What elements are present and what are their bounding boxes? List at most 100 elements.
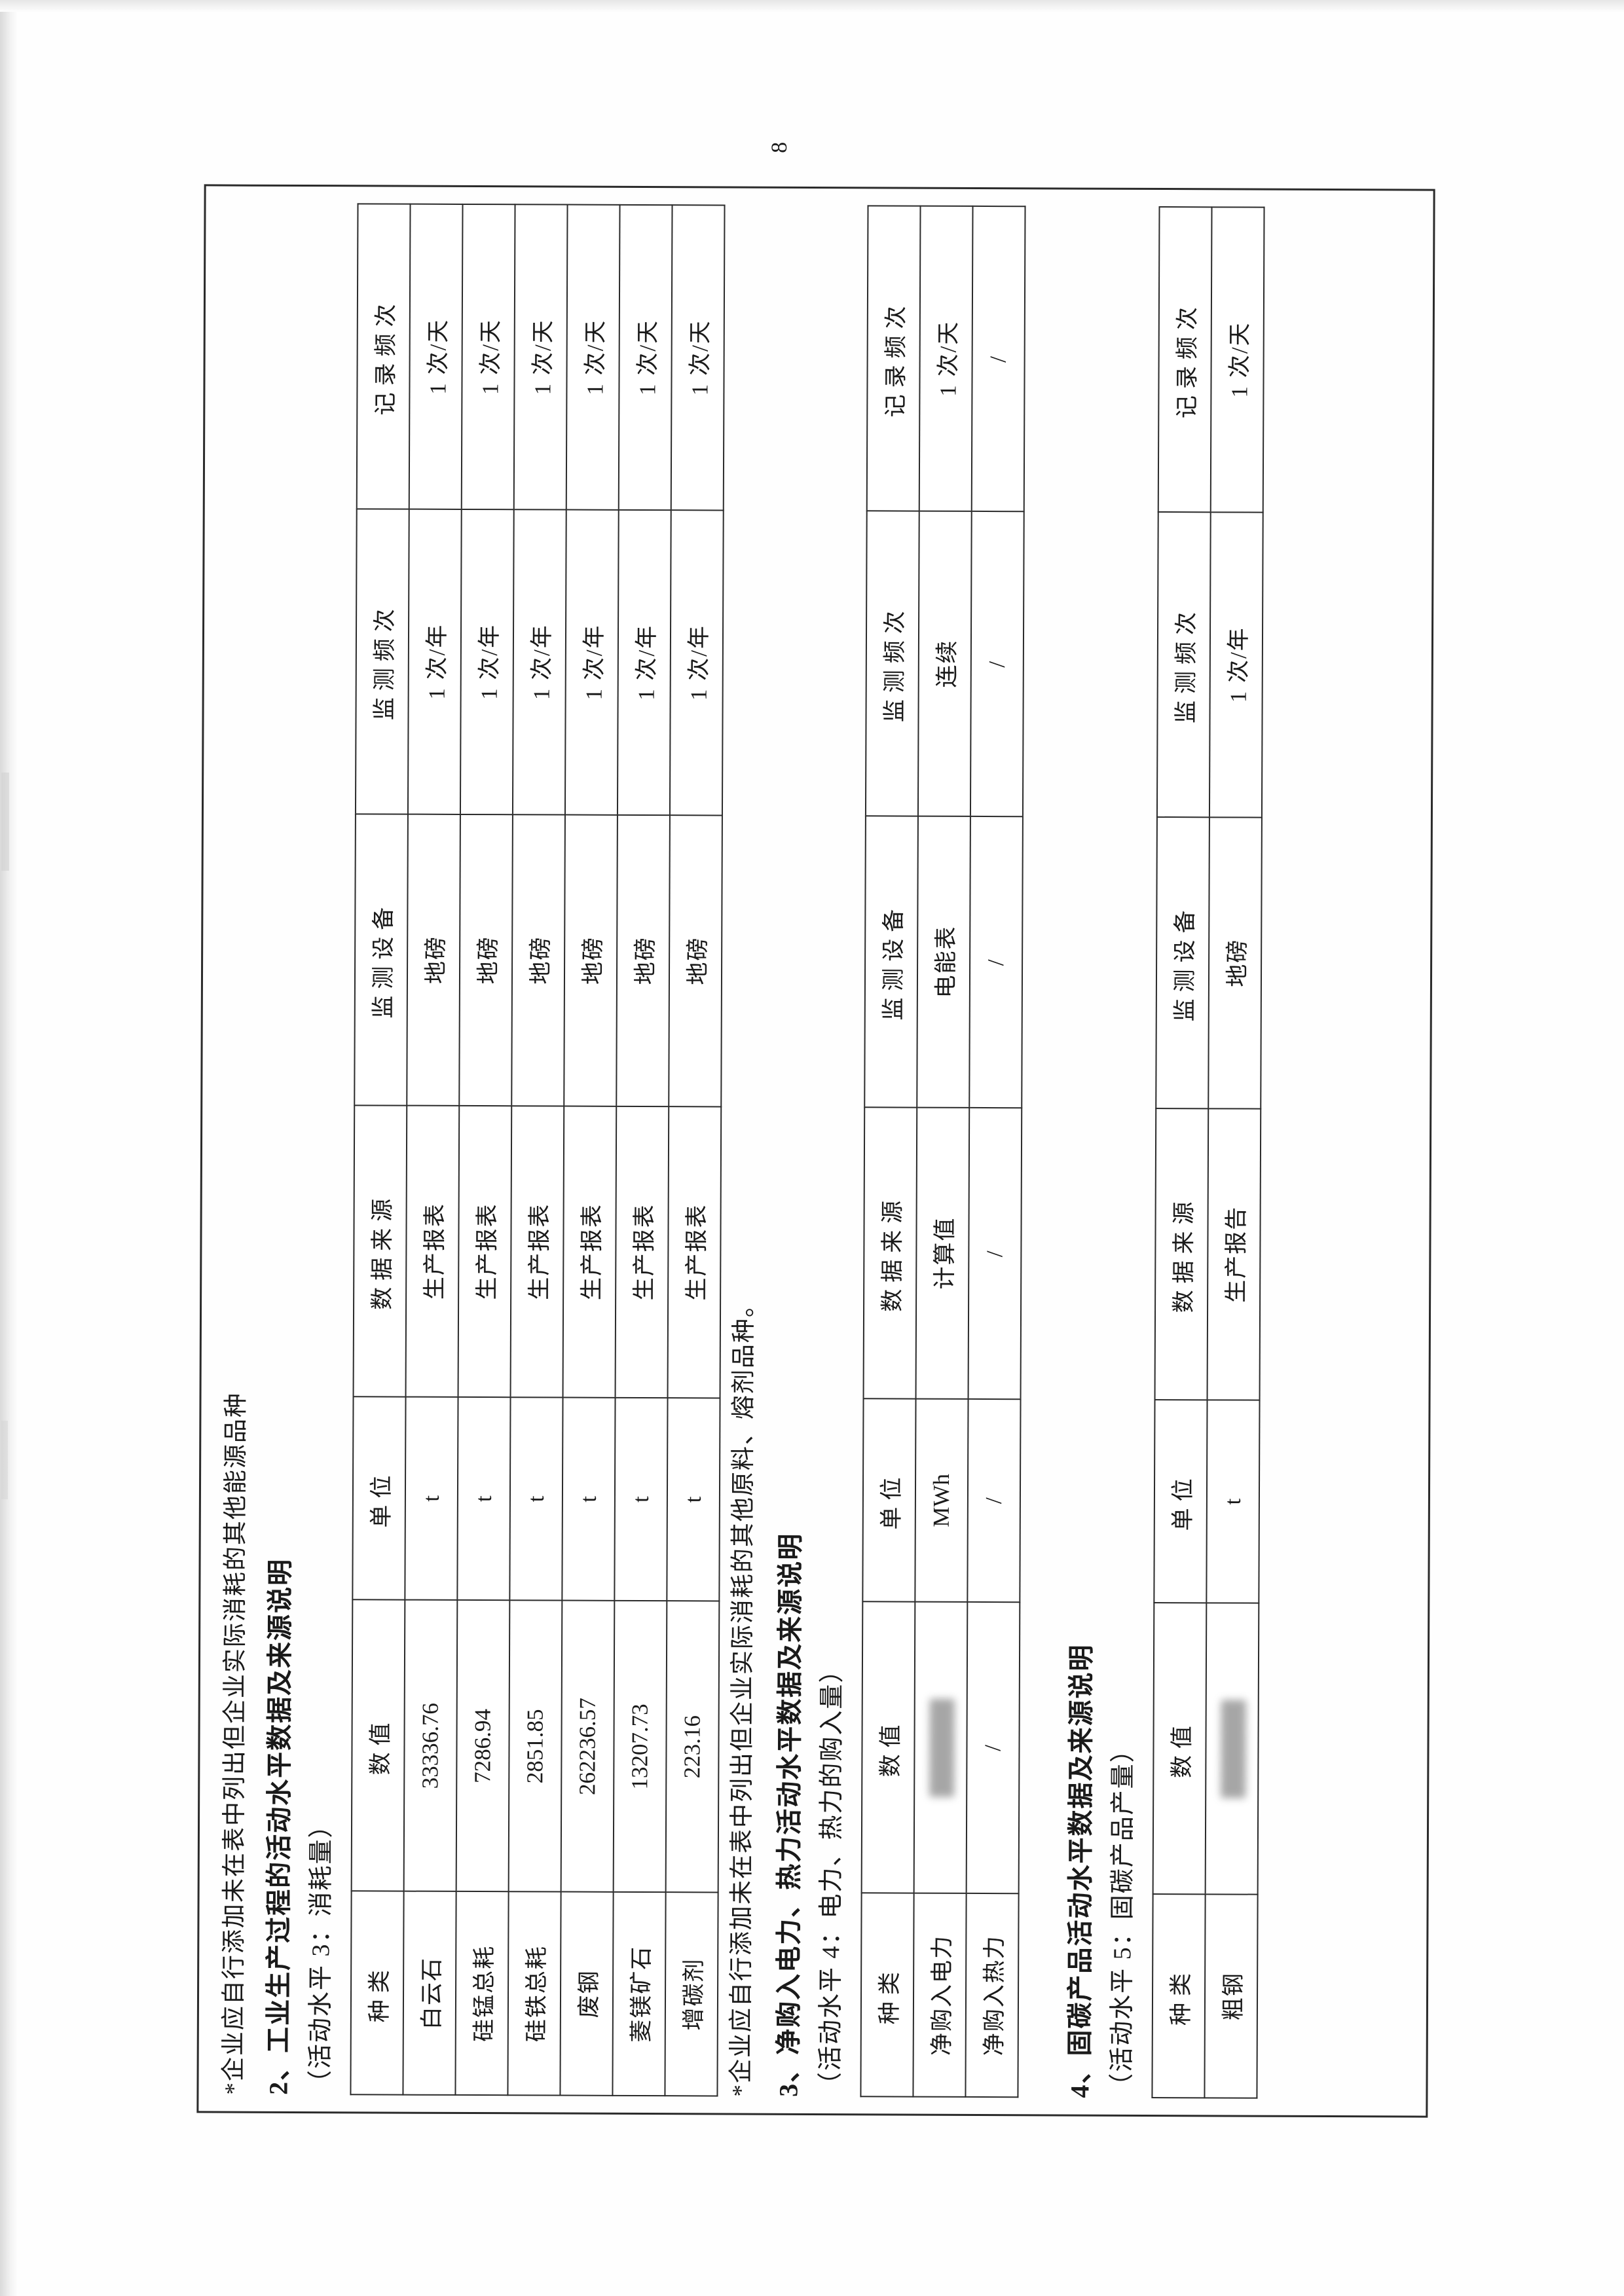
table-header-row: 种类 数值 单位 数据来源 监测设备 监测频次 记录频次 [350,204,411,2095]
cell-unit: MWh [915,1398,969,1603]
redaction-block [929,1698,955,1797]
table-row: 硅铁总耗 2851.85 t 生产报表 地磅 1 次/年 1 次/天 [507,204,568,2096]
table-carbon-fixing-product: 种类 数值 单位 数据来源 监测设备 监测频次 记录频次 粗钢 t 生产报告 地… [1151,206,1265,2099]
cell-monitor-freq: 连续 [917,511,972,816]
cell-kind: 净购入热力 [965,1893,1019,2098]
cell-kind: 硅锰总耗 [455,1891,509,2096]
cell-kind: 白云石 [403,1891,456,2095]
table-purchased-electricity-heat: 种类 数值 单位 数据来源 监测设备 监测频次 记录频次 净购入电力 MWh 计… [860,205,1026,2098]
table-row: 净购入电力 MWh 计算值 电能表 连续 1 次/天 [913,206,973,2097]
column-header-device: 监测设备 [354,813,408,1106]
scan-left-edge-shadow [0,0,17,2296]
column-header-monitor-freq: 监测频次 [1156,511,1211,817]
cell-device: 地磅 [564,814,618,1106]
cell-record-freq: 1 次/天 [513,204,568,510]
page-number: 8 [767,141,792,153]
column-header-unit: 单位 [352,1396,406,1600]
cell-record-freq: 1 次/天 [566,204,620,510]
cell-unit: t [509,1397,563,1601]
column-header-kind: 种类 [1152,1894,1206,2098]
cell-value-redacted [913,1601,968,1894]
cell-unit: t [614,1397,668,1601]
cell-data-source: 生产报表 [458,1105,512,1398]
column-header-value: 数值 [861,1601,915,1894]
cell-device: 电能表 [917,816,970,1108]
cell-device: 地磅 [616,814,670,1106]
column-header-unit: 单位 [1154,1399,1208,1603]
cell-data-source: 计算值 [915,1107,970,1399]
column-header-data-source: 数据来源 [1154,1108,1209,1400]
cell-value: / [966,1602,1020,1894]
cell-monitor-freq: 1 次/年 [564,509,619,815]
column-header-unit: 单位 [862,1398,916,1602]
cell-kind: 废钢 [560,1892,614,2096]
column-header-device: 监测设备 [1156,816,1209,1109]
column-header-device: 监测设备 [864,815,918,1108]
cell-data-source: 生产报表 [563,1106,617,1398]
cell-data-source: 生产报表 [510,1105,564,1398]
form-sheet: 8 *企业应自行添加未在表中列出但企业实际消耗的其他能源品种 2、工业生产过程的… [134,117,1490,2178]
cell-device: 地磅 [669,814,722,1107]
cell-device: 地磅 [1208,816,1262,1109]
column-header-data-source: 数据来源 [863,1107,917,1399]
cell-record-freq: 1 次/天 [618,204,673,511]
column-header-record-freq: 记录频次 [866,206,921,511]
table-row: 废钢 262236.57 t 生产报表 地磅 1 次/年 1 次/天 [560,204,620,2096]
table-row: 净购入热力 / / / / / / [965,206,1025,2098]
cell-kind: 增碳剂 [665,1892,718,2096]
cell-data-source: 生产报表 [405,1105,460,1397]
cell-kind: 粗钢 [1204,1894,1258,2098]
cell-data-source: 生产报告 [1207,1108,1261,1400]
table-process-consumption: 种类 数值 单位 数据来源 监测设备 监测频次 记录频次 白云石 33336.7… [350,203,726,2097]
cell-record-freq: 1 次/天 [1210,207,1264,513]
cell-monitor-freq: 1 次/年 [669,510,724,816]
cell-monitor-freq: 1 次/年 [1209,512,1263,818]
cell-monitor-freq: 1 次/年 [407,509,462,814]
cell-value-redacted [1205,1603,1259,1895]
scan-top-edge-shadow [0,0,1624,12]
column-header-record-freq: 记录频次 [1158,207,1212,513]
table-row: 增碳剂 223.16 t 生产报表 地磅 1 次/年 1 次/天 [665,205,725,2096]
rotated-page-content: 8 *企业应自行添加未在表中列出但企业实际消耗的其他能源品种 2、工业生产过程的… [138,120,1486,2176]
cell-value: 7286.94 [456,1600,510,1892]
cell-unit: t [405,1396,458,1601]
cell-monitor-freq: 1 次/年 [512,509,566,815]
cell-value: 33336.76 [403,1599,458,1892]
cell-record-freq: 1 次/天 [409,204,463,509]
column-header-record-freq: 记录频次 [356,204,411,509]
column-header-kind: 种类 [350,1891,404,2095]
cell-kind: 菱镁矿石 [612,1892,666,2096]
table-row: 硅锰总耗 7286.94 t 生产报表 地磅 1 次/年 1 次/天 [455,204,515,2096]
cell-value: 223.16 [665,1601,720,1893]
cell-unit: t [667,1398,720,1601]
column-header-value: 数值 [1153,1603,1207,1895]
cell-monitor-freq: 1 次/年 [617,509,671,815]
table-row: 粗钢 t 生产报告 地磅 1 次/年 1 次/天 [1204,207,1264,2098]
column-header-data-source: 数据来源 [353,1105,407,1397]
cell-device: 地磅 [459,814,513,1106]
table-header-row: 种类 数值 单位 数据来源 监测设备 监测频次 记录频次 [860,206,921,2097]
cell-data-source: 生产报表 [615,1106,669,1398]
cell-value: 13207.73 [613,1601,667,1893]
cell-data-source: 生产报表 [667,1106,722,1398]
cell-device: 地磅 [511,814,565,1106]
cell-record-freq: 1 次/天 [461,204,515,510]
cell-record-freq: / [971,206,1025,512]
cell-value: 2851.85 [508,1600,563,1893]
cell-monitor-freq: / [970,511,1024,816]
cell-data-source: / [968,1107,1022,1400]
cell-record-freq: 1 次/天 [919,206,973,511]
column-header-kind: 种类 [860,1893,914,2097]
column-header-monitor-freq: 监测频次 [355,509,409,814]
cell-kind: 硅铁总耗 [507,1891,561,2096]
scan-artifact-mark [1,773,9,871]
cell-kind: 净购入电力 [913,1893,967,2097]
cell-device: 地磅 [407,814,460,1106]
cell-unit: t [1206,1400,1260,1603]
column-header-monitor-freq: 监测频次 [865,511,919,816]
table-row: 菱镁矿石 13207.73 t 生产报表 地磅 1 次/年 1 次/天 [612,204,673,2096]
cell-unit: t [562,1397,616,1601]
cell-device: / [969,816,1023,1108]
cell-unit: / [967,1398,1021,1603]
